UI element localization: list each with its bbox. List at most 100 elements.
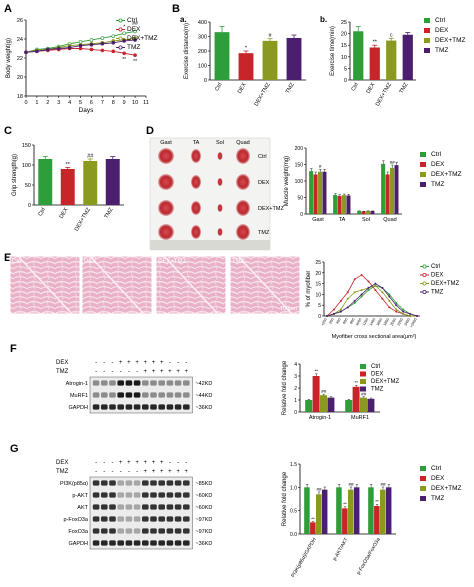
blot-band	[133, 392, 141, 398]
histology-label: DEX+TMZ	[158, 259, 187, 265]
blot-size-label: ~97KD	[195, 529, 212, 535]
y-tick-label: 10	[341, 55, 347, 61]
data-point	[326, 315, 328, 317]
bar	[83, 161, 98, 205]
legend-swatch	[360, 371, 366, 377]
blot-sign: +	[152, 360, 156, 366]
blot-sign: +	[185, 469, 189, 475]
legend-label: DEX	[431, 273, 443, 279]
x-tick-label: DEX	[237, 82, 248, 95]
data-point	[374, 284, 377, 287]
significance-label: **	[375, 499, 379, 504]
chart-D-muscle-weight: 0 50 100 150 200 Muscle weight(mg) # Gast TA Sol #…	[284, 146, 462, 223]
data-point	[402, 312, 405, 315]
fiber-boundary	[89, 255, 145, 315]
panel-label-G: G	[10, 443, 19, 455]
blot-sign: +	[160, 360, 164, 366]
blot-sign: +	[176, 369, 180, 375]
legend-swatch	[360, 386, 366, 392]
blot-band	[117, 528, 124, 534]
blot-band	[166, 528, 174, 534]
blot-sign: +	[160, 369, 164, 375]
bar	[357, 211, 362, 214]
muscle-row-label: DEX	[258, 180, 270, 186]
blot-band	[150, 480, 157, 486]
panel-label-F: F	[10, 343, 17, 355]
blot-band	[125, 404, 133, 410]
blot-band	[183, 380, 190, 386]
y-tick-label: 200	[295, 146, 304, 152]
legend-marker	[422, 281, 427, 286]
muscle-sample	[158, 174, 174, 190]
significance-label: ##	[380, 482, 386, 487]
data-point	[388, 293, 391, 296]
y-tick-label: 0	[294, 410, 297, 416]
blot-band	[117, 480, 124, 486]
y-axis-label: Grip strength(g)	[12, 154, 18, 196]
bar	[313, 174, 318, 214]
legend-label: DEX	[431, 475, 445, 482]
legend-label: TMZ	[431, 181, 444, 188]
x-tick-label: TA	[339, 217, 346, 223]
legend-label: DEX	[435, 27, 449, 34]
blot-band	[101, 404, 108, 410]
x-tick-label: DEX	[59, 207, 70, 220]
blot-band	[101, 380, 108, 386]
blot-band	[125, 380, 133, 386]
scale-bar-label: 100μm	[280, 306, 297, 312]
blot-band	[158, 528, 165, 534]
y-tick-label: 15	[341, 43, 347, 49]
y-axis-label: Relative fold change	[282, 471, 288, 526]
x-axis-label: Myofiber cross sectional area(μm²)	[332, 334, 417, 340]
blot-sign: +	[176, 469, 180, 475]
histology-label: DEX	[84, 259, 96, 265]
bar	[333, 194, 338, 214]
legend-marker	[422, 272, 427, 277]
bar	[348, 489, 354, 534]
y-tick-label: 20	[315, 271, 321, 277]
x-tick-label: Gast	[312, 217, 324, 223]
x-tick-label: Ctrl	[351, 82, 360, 92]
bar	[360, 397, 367, 412]
blot-band	[133, 528, 141, 534]
muscle-row-label: Ctrl	[258, 154, 267, 160]
blot-band	[117, 540, 124, 546]
blot-band	[142, 528, 149, 534]
data-point	[78, 43, 83, 48]
blot-band	[142, 404, 149, 410]
blot-size-label: ~97KD	[195, 517, 212, 523]
x-axis-label: Days	[79, 107, 95, 114]
data-point	[395, 308, 398, 311]
panel-label-B: B	[172, 3, 180, 15]
blot-treatment-label: DEX	[56, 460, 68, 466]
blot-membrane	[89, 476, 193, 550]
data-point	[360, 293, 363, 296]
histology-label: Ctrl	[12, 259, 21, 265]
bar	[238, 53, 254, 80]
y-tick-label: 18	[17, 94, 23, 100]
blot-band	[158, 480, 165, 486]
x-tick-label: 2400	[403, 318, 410, 327]
blot-sign: +	[135, 460, 139, 466]
legend-label: DEX+TMZ	[127, 35, 158, 42]
bar	[394, 165, 399, 214]
blot-band	[125, 540, 133, 546]
significance-label: ##	[348, 482, 354, 487]
legend-swatch	[420, 486, 426, 491]
y-tick-label: 4	[294, 362, 297, 368]
data-point	[381, 291, 384, 294]
blot-band	[166, 504, 174, 510]
x-tick-label: 9	[123, 100, 126, 106]
blot-row-label: AKT	[77, 505, 88, 511]
blot-band	[142, 380, 149, 386]
bar	[374, 506, 380, 534]
blot-sign: +	[168, 469, 172, 475]
muscle-column-label: Gast	[160, 140, 172, 146]
blot-sign: -	[103, 369, 105, 375]
chart-F-relative-fold: 0 1 2 3 4 Relative fold change ** ## Atrogin-1 **…	[282, 360, 400, 421]
data-point	[122, 51, 126, 56]
y-tick-label: 0	[204, 78, 207, 84]
bar	[60, 169, 75, 205]
muscle-sample	[217, 204, 223, 212]
